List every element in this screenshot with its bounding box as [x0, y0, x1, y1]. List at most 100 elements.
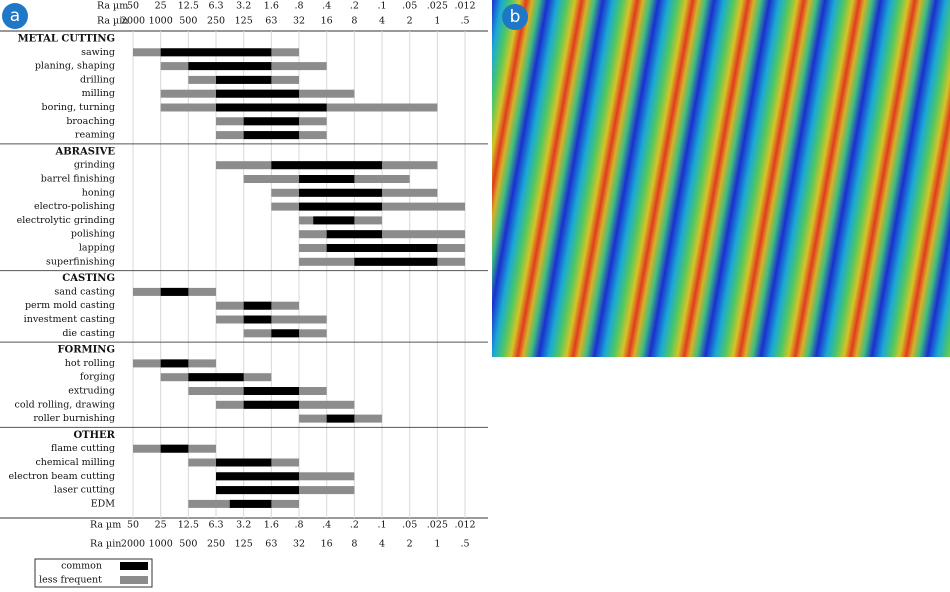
- axis-label: Ra µin: [97, 16, 128, 27]
- process-label: planing, shaping: [35, 61, 115, 72]
- range-bar: [188, 373, 244, 382]
- x2-tick-label: 2000: [121, 539, 145, 550]
- x-tick-label: .025: [427, 1, 448, 12]
- process-label: milling: [82, 88, 115, 99]
- x-tick-label: .012: [454, 1, 475, 12]
- x2-tick-label: 500: [179, 539, 197, 550]
- x2-tick-label: .5: [461, 16, 470, 27]
- x-tick-label: .4: [322, 520, 331, 531]
- x2-tick-label: 1: [434, 16, 440, 27]
- x2-tick-label: 125: [235, 16, 253, 27]
- x-tick-label: 12.5: [178, 1, 199, 12]
- group-header: METAL CUTTING: [18, 34, 115, 45]
- process-label: boring, turning: [42, 102, 115, 113]
- x-tick-label: .1: [377, 1, 386, 12]
- x2-tick-label: 250: [207, 539, 225, 550]
- range-bar: [243, 315, 272, 324]
- x2-tick-label: .5: [461, 539, 470, 550]
- process-label: superfinishing: [46, 256, 115, 267]
- range-bar: [299, 188, 383, 197]
- x-tick-label: 3.2: [236, 1, 251, 12]
- process-label: sand casting: [54, 286, 115, 297]
- range-bar: [229, 499, 272, 508]
- group-header: OTHER: [73, 430, 115, 441]
- x2-tick-label: 125: [235, 539, 253, 550]
- process-label: EDM: [91, 498, 116, 509]
- range-bar: [313, 216, 355, 225]
- legend-label: common: [61, 561, 102, 572]
- x-tick-label: 50: [127, 520, 139, 531]
- panel-label: a: [10, 6, 20, 26]
- x2-tick-label: 2: [407, 16, 413, 27]
- range-bar: [326, 230, 383, 239]
- x2-tick-label: 8: [351, 539, 357, 550]
- range-bar: [326, 414, 355, 423]
- x-tick-label: 1.6: [264, 520, 279, 531]
- x-tick-label: .4: [322, 1, 331, 12]
- x-tick-label: 1.6: [264, 1, 279, 12]
- range-bar: [160, 444, 189, 453]
- process-label: hot rolling: [65, 358, 115, 369]
- range-bar: [160, 359, 189, 368]
- panel-label: b: [510, 7, 521, 27]
- process-label: roller burnishing: [33, 413, 115, 424]
- process-label: electrolytic grinding: [17, 215, 115, 226]
- process-label: die casting: [62, 328, 115, 339]
- range-bar: [188, 62, 272, 71]
- axis-label: Ra µin: [90, 539, 121, 550]
- range-bar: [216, 486, 300, 495]
- process-label: grinding: [74, 160, 115, 171]
- process-label: perm mold casting: [25, 300, 115, 311]
- range-bar: [243, 117, 300, 126]
- x2-tick-label: 16: [321, 539, 333, 550]
- process-label: electro-polishing: [34, 201, 115, 212]
- range-bar: [271, 329, 300, 338]
- x-tick-label: .8: [294, 520, 303, 531]
- range-bar: [299, 175, 355, 183]
- process-label: extruding: [68, 386, 115, 397]
- x-tick-label: .2: [350, 520, 359, 531]
- range-bar: [216, 75, 272, 84]
- process-label: drilling: [80, 74, 115, 85]
- x2-tick-label: 1000: [149, 539, 173, 550]
- range-bar: [160, 48, 272, 57]
- x2-tick-label: 4: [379, 539, 385, 550]
- range-bar: [354, 257, 438, 266]
- x2-tick-label: 4: [379, 16, 385, 27]
- panel-badge: [2, 3, 28, 29]
- range-bar: [271, 161, 383, 170]
- x-tick-label: .05: [402, 520, 417, 531]
- x-tick-label: .05: [402, 1, 417, 12]
- range-bar: [216, 103, 327, 112]
- process-label: broaching: [66, 116, 115, 127]
- x-tick-label: .025: [427, 520, 448, 531]
- legend-box: [34, 558, 153, 588]
- x2-tick-label: 63: [265, 539, 277, 550]
- process-label: honing: [82, 187, 115, 198]
- group-header: FORMING: [57, 345, 115, 356]
- process-label: sawing: [81, 47, 115, 58]
- x2-tick-label: 2: [407, 539, 413, 550]
- x-tick-label: 25: [155, 1, 167, 12]
- legend-label: less frequent: [39, 575, 102, 586]
- panel-badge: [502, 4, 528, 30]
- process-label: investment casting: [24, 314, 115, 325]
- process-label: laser cutting: [54, 485, 115, 496]
- x2-tick-label: 16: [321, 16, 333, 27]
- x2-tick-label: 2000: [121, 16, 145, 27]
- x2-tick-label: 500: [179, 16, 197, 27]
- range-bar: [326, 244, 438, 252]
- x-tick-label: .8: [294, 1, 303, 12]
- group-header: CASTING: [62, 273, 115, 284]
- x2-tick-label: 32: [293, 539, 305, 550]
- range-bar: [243, 400, 300, 409]
- process-label: reaming: [75, 130, 115, 141]
- x-tick-label: .012: [454, 520, 475, 531]
- x-tick-label: 50: [127, 1, 139, 12]
- process-label: flame cutting: [51, 443, 115, 454]
- legend-swatch: [120, 576, 148, 584]
- range-bar: [216, 458, 272, 467]
- range-bar: [216, 89, 300, 98]
- process-label: cold rolling, drawing: [15, 399, 115, 410]
